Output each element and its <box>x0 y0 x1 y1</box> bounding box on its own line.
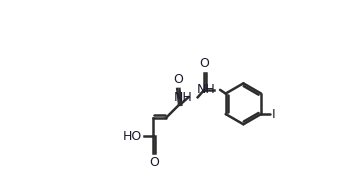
Text: NH: NH <box>173 91 192 104</box>
Text: O: O <box>199 57 209 70</box>
Text: NH: NH <box>197 83 215 96</box>
Text: I: I <box>272 108 275 121</box>
Text: HO: HO <box>123 130 142 143</box>
Text: O: O <box>173 73 183 86</box>
Text: O: O <box>150 156 159 169</box>
